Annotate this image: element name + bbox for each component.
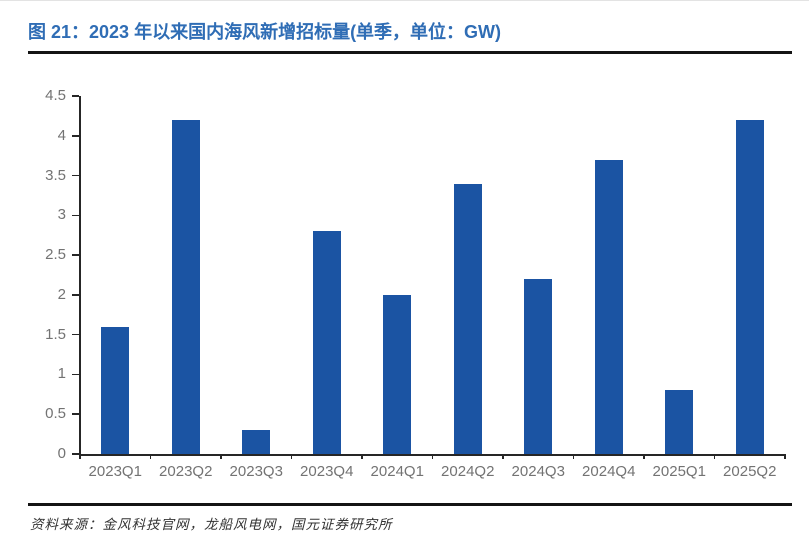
bar-2024Q4 xyxy=(594,159,623,454)
x-tick-label: 2024Q4 xyxy=(582,463,636,480)
x-tick xyxy=(643,454,645,459)
bar-2024Q2 xyxy=(453,183,482,454)
y-tick xyxy=(72,413,79,415)
bar-2023Q2 xyxy=(171,119,200,454)
y-tick-label: 1.5 xyxy=(45,325,66,343)
x-tick xyxy=(784,454,786,459)
bar-2025Q1 xyxy=(665,390,694,454)
x-tick xyxy=(149,454,152,459)
figure-title: 图 21：2023 年以来国内海风新增招标量(单季，单位：GW) xyxy=(28,22,502,42)
bar-2025Q2 xyxy=(735,119,764,454)
y-tick-label: 2.5 xyxy=(45,246,66,264)
x-tick xyxy=(431,454,434,459)
x-tick xyxy=(220,454,222,459)
x-tick-label: 2024Q3 xyxy=(511,463,565,480)
y-tick xyxy=(72,453,79,455)
x-tick-label: 2025Q2 xyxy=(723,463,777,480)
x-tick-label: 2024Q1 xyxy=(370,463,424,480)
x-tick-label: 2023Q4 xyxy=(300,463,354,480)
y-tick-label: 0.5 xyxy=(45,405,66,423)
x-tick-label: 2023Q3 xyxy=(229,463,283,480)
y-tick-label: 4 xyxy=(57,126,66,144)
x-tick xyxy=(361,454,363,459)
y-tick-label: 2 xyxy=(57,285,66,303)
y-axis-line xyxy=(79,96,81,454)
y-tick xyxy=(72,373,79,376)
y-tick xyxy=(72,174,79,177)
y-tick-label: 3 xyxy=(57,206,66,224)
y-tick xyxy=(72,95,79,97)
y-tick-label: 3.5 xyxy=(45,166,66,184)
bar-2024Q3 xyxy=(524,278,553,454)
x-tick xyxy=(79,454,81,459)
x-tick xyxy=(713,454,716,459)
y-tick xyxy=(72,294,79,296)
x-tick-label: 2025Q1 xyxy=(652,463,706,480)
bar-2023Q1 xyxy=(101,326,130,454)
x-tick xyxy=(502,454,504,459)
bar-2023Q4 xyxy=(312,231,341,454)
x-tick xyxy=(290,454,293,459)
source-note: 资料来源：金风科技官网，龙船风电网，国元证券研究所 xyxy=(30,517,393,532)
title-rule xyxy=(28,51,792,54)
y-tick xyxy=(72,254,79,256)
y-tick xyxy=(72,214,79,217)
x-tick xyxy=(572,454,575,459)
bar-2023Q3 xyxy=(242,430,271,454)
y-tick-label: 0 xyxy=(57,445,66,462)
x-tick-label: 2024Q2 xyxy=(441,463,495,480)
y-tick-label: 1 xyxy=(57,365,66,383)
x-tick-label: 2023Q1 xyxy=(88,463,142,480)
bar-2024Q1 xyxy=(383,294,412,454)
x-tick-label: 2023Q2 xyxy=(159,463,213,480)
y-tick xyxy=(72,333,79,336)
y-tick-label: 4.5 xyxy=(45,87,66,104)
footer-rule xyxy=(28,503,792,506)
y-tick xyxy=(72,135,79,137)
